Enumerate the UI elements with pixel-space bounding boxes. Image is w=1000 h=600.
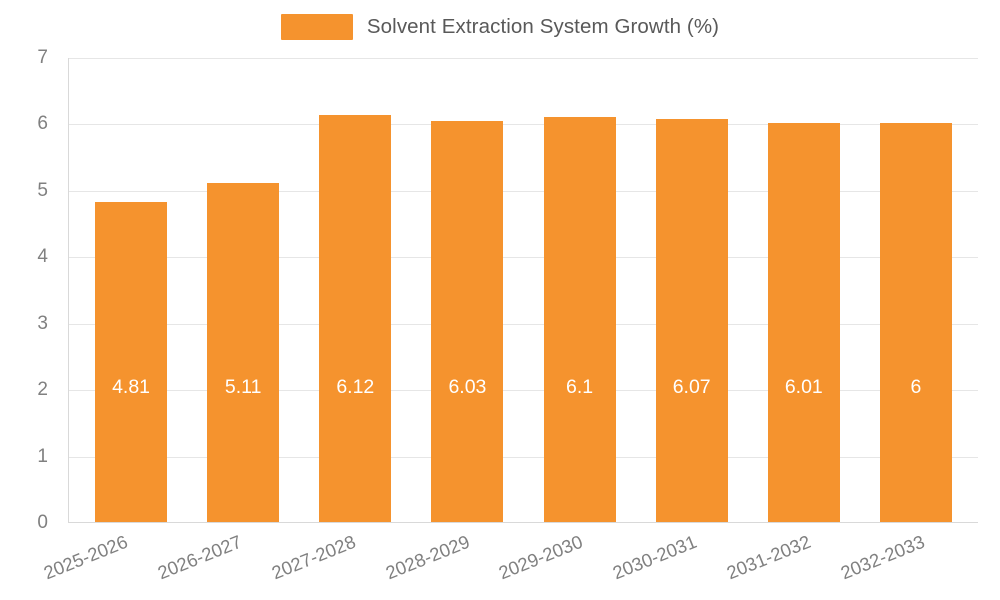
chart-legend: Solvent Extraction System Growth (%)	[0, 14, 1000, 40]
bar-value-label: 6.01	[784, 376, 823, 399]
gridline	[69, 456, 978, 458]
bar-value-label: 6.1	[566, 376, 594, 399]
x-tick-label: 2025-2026	[40, 530, 131, 584]
bar-slot: 6.12	[299, 58, 411, 522]
gridline	[69, 257, 978, 259]
bar-value-label: 6.03	[448, 376, 487, 399]
bar-slot: 4.81	[75, 58, 187, 522]
y-gridlines	[69, 58, 978, 522]
x-label-slot: 2032-2033	[837, 524, 978, 600]
bar-value-label: 5.11	[224, 376, 262, 399]
bar-slot: 6.1	[524, 58, 636, 522]
bar-value-label: 4.81	[112, 376, 151, 399]
legend-color-swatch	[280, 14, 353, 40]
bar[interactable]: 6	[879, 123, 952, 522]
bar[interactable]: 6.1	[543, 116, 616, 522]
x-axis-tick-labels: 2025-2026 2026-2027 2027-2028 2028-2029 2029…	[41, 524, 978, 600]
bar-value-label: 6	[910, 376, 922, 399]
y-tick-label: 0	[37, 512, 48, 533]
legend-label: Solvent Extraction System Growth (%)	[366, 15, 720, 38]
y-tick-label: 4	[37, 246, 48, 268]
gridline	[69, 390, 978, 392]
bar[interactable]: 5.11	[207, 182, 280, 522]
y-tick-label: 6	[37, 113, 48, 135]
bar-slot: 6.03	[411, 58, 523, 522]
bar-slot: 6.07	[636, 58, 748, 522]
bar-value-label: 6.12	[336, 376, 375, 399]
gridline	[69, 58, 978, 59]
bar-series: 4.81 5.11 6.12 6.03 6.1 6.07 6.01 6	[69, 58, 978, 522]
bar[interactable]: 4.81	[95, 202, 168, 522]
bar[interactable]: 6.01	[767, 122, 840, 522]
bar-slot: 5.11	[187, 58, 299, 522]
bar-value-label: 6.07	[672, 376, 711, 399]
plot-area: 4.81 5.11 6.12 6.03 6.1 6.07 6.01 6	[68, 58, 978, 523]
bar[interactable]: 6.07	[655, 118, 728, 522]
y-axis-tick-labels: 0 1 2 3 4 5 6 7	[0, 47, 58, 533]
bar[interactable]: 6.03	[431, 121, 504, 522]
y-tick-label: 7	[37, 47, 48, 68]
bar[interactable]: 6.12	[319, 115, 392, 522]
bar-slot: 6	[860, 58, 972, 522]
y-tick-label: 5	[37, 179, 48, 201]
gridline	[69, 323, 978, 325]
gridline	[69, 190, 978, 192]
bar-slot: 6.01	[748, 58, 860, 522]
gridline	[69, 124, 978, 126]
y-tick-label: 3	[37, 312, 48, 334]
y-tick-label: 1	[37, 445, 48, 467]
y-tick-label: 2	[37, 379, 48, 401]
